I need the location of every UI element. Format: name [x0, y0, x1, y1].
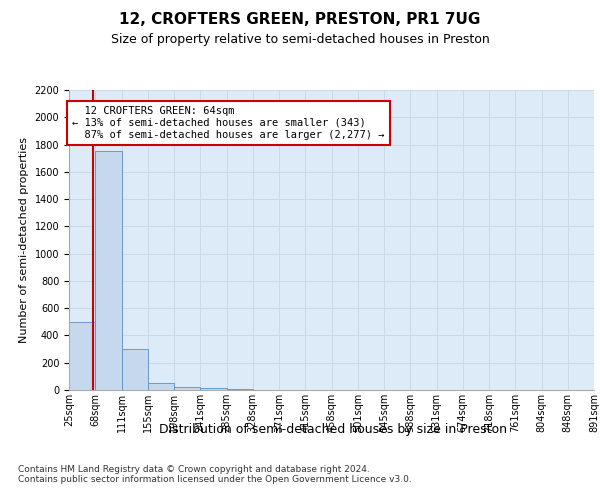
Text: 12 CROFTERS GREEN: 64sqm
← 13% of semi-detached houses are smaller (343)
  87% o: 12 CROFTERS GREEN: 64sqm ← 13% of semi-d…	[72, 106, 385, 140]
Bar	[95, 152, 121, 390]
Bar	[148, 383, 174, 390]
Text: Size of property relative to semi-detached houses in Preston: Size of property relative to semi-detach…	[110, 32, 490, 46]
Text: Contains HM Land Registry data © Crown copyright and database right 2024.
Contai: Contains HM Land Registry data © Crown c…	[18, 465, 412, 484]
Bar	[200, 388, 227, 390]
Text: Distribution of semi-detached houses by size in Preston: Distribution of semi-detached houses by …	[159, 422, 507, 436]
Y-axis label: Number of semi-detached properties: Number of semi-detached properties	[19, 137, 29, 343]
Bar	[121, 349, 148, 390]
Text: 12, CROFTERS GREEN, PRESTON, PR1 7UG: 12, CROFTERS GREEN, PRESTON, PR1 7UG	[119, 12, 481, 28]
Bar	[174, 386, 200, 390]
Bar	[69, 322, 95, 390]
